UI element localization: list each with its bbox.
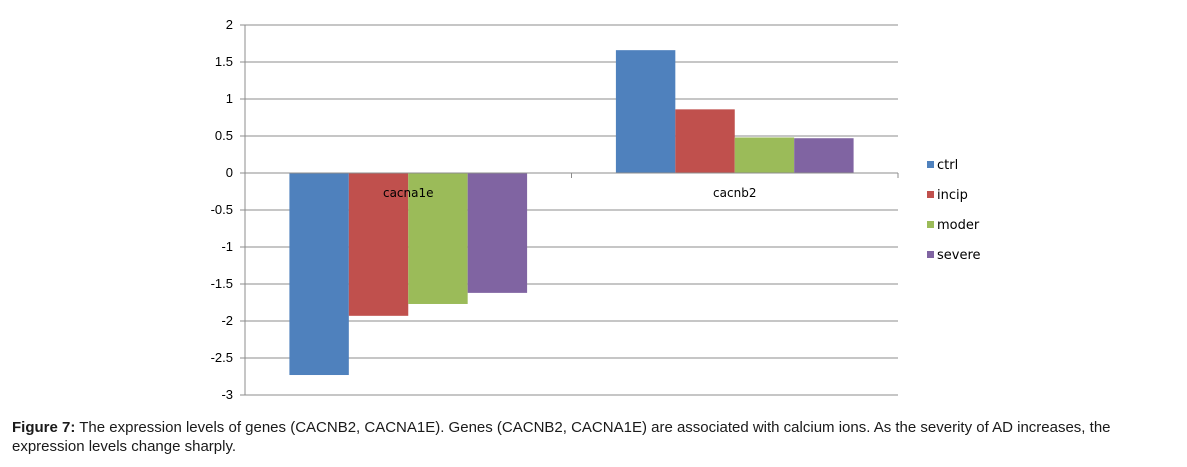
legend-swatch-ctrl: [927, 161, 934, 168]
legend-label-severe: severe: [937, 248, 981, 263]
legend-label-ctrl: ctrl: [937, 158, 958, 173]
x-category-label: cacnb2: [713, 186, 756, 200]
bar-moder-cacna1e: [408, 173, 468, 304]
y-tick-label: 0: [226, 165, 233, 180]
caption-text: The expression levels of genes (CACNB2, …: [12, 419, 1111, 455]
figure-caption: Figure 7: The expression levels of genes…: [12, 418, 1182, 456]
bar-incip-cacnb2: [675, 109, 735, 173]
legend-label-moder: moder: [937, 218, 980, 233]
bar-ctrl-cacnb2: [615, 50, 676, 173]
y-tick-label: -1: [221, 239, 233, 254]
legend-swatch-moder: [927, 221, 934, 228]
caption-label: Figure 7:: [12, 419, 76, 436]
legend-swatch-incip: [927, 191, 934, 198]
y-tick-label: 1.5: [215, 54, 233, 69]
y-tick-label: 1: [226, 91, 233, 106]
bar-severe-cacnb2: [794, 138, 854, 173]
y-tick-label: 0.5: [215, 128, 233, 143]
y-tick-label: -2.5: [211, 350, 233, 365]
bar-incip-cacna1e: [348, 173, 409, 316]
y-tick-label: -2: [221, 313, 233, 328]
x-axis: cacna1e cacnb2: [244, 172, 899, 200]
y-axis: 2 1.5 1 0.5 0 -0.5 -1 -1.5 -2 -2.5 -3: [211, 17, 246, 402]
bar-ctrl-cacna1e: [289, 173, 349, 376]
y-tick-label: -3: [221, 387, 233, 402]
x-category-label: cacna1e: [383, 186, 434, 200]
bar-moder-cacnb2: [734, 137, 795, 173]
legend: ctrl incip moder severe: [927, 158, 981, 263]
legend-swatch-severe: [927, 251, 934, 258]
legend-label-incip: incip: [937, 188, 968, 203]
y-tick-label: -0.5: [211, 202, 233, 217]
bar-severe-cacna1e: [467, 173, 528, 293]
bars: [289, 50, 854, 376]
bar-chart: 2 1.5 1 0.5 0 -0.5 -1 -1.5 -2 -2.5 -3 cacna1e cacnb…: [211, 17, 981, 402]
y-tick-label: 2: [226, 17, 233, 32]
y-tick-label: -1.5: [211, 276, 233, 291]
